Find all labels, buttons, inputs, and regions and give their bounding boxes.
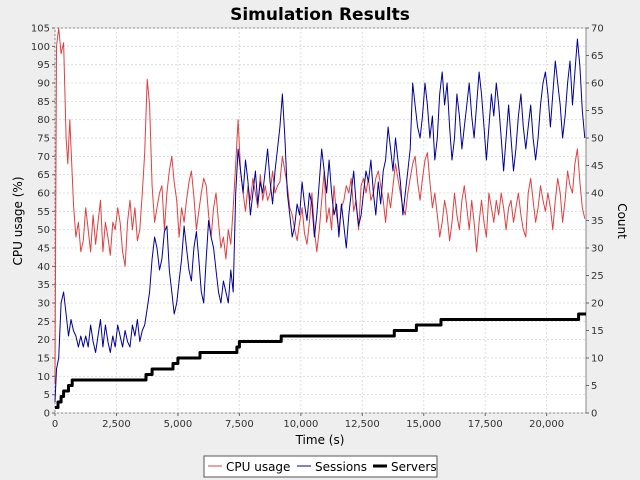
y2-tick-label: 35 xyxy=(591,216,604,227)
y2-axis-label: Count xyxy=(615,203,629,239)
series-layer xyxy=(54,27,586,409)
chart-title: Simulation Results xyxy=(230,5,410,25)
y-tick-label: 85 xyxy=(37,97,50,108)
y-tick-label: 10 xyxy=(37,372,50,383)
y-tick-label: 0 xyxy=(44,409,50,420)
y2-tick-label: 70 xyxy=(591,24,604,35)
series-line-sessions xyxy=(54,38,586,403)
y2-tick-label: 40 xyxy=(591,189,604,200)
x-tick-label: 5,000 xyxy=(164,419,193,430)
x-tick-label: 10,000 xyxy=(283,419,318,430)
y-tick-label: 15 xyxy=(37,354,50,365)
series-line-cpu-usage xyxy=(54,27,586,384)
x-tick-label: 12,500 xyxy=(345,419,380,430)
x-tick-label: 17,500 xyxy=(468,419,503,430)
y-tick-label: 90 xyxy=(37,79,50,90)
y-axis-label: CPU usage (%) xyxy=(11,176,25,265)
y-tick-label: 100 xyxy=(31,42,50,53)
y2-tick-label: 5 xyxy=(591,381,597,392)
x-tick-label: 15,000 xyxy=(406,419,441,430)
y-tick-label: 20 xyxy=(37,335,50,346)
y2-tick-label: 55 xyxy=(591,106,604,117)
legend: CPU usage Sessions Servers xyxy=(203,455,438,478)
x-axis-label: Time (s) xyxy=(295,433,345,447)
y2-tick-label: 65 xyxy=(591,51,604,62)
y-axis-right: 0 5 10 15 20 25 30 35 40 45 50 55 60 65 70 xyxy=(586,24,604,420)
legend-label-sessions: Sessions xyxy=(315,460,367,474)
y-tick-label: 35 xyxy=(37,280,50,291)
y-tick-label: 65 xyxy=(37,170,50,181)
y-tick-label: 50 xyxy=(37,225,50,236)
x-tick-label: 7,500 xyxy=(225,419,254,430)
y-tick-label: 45 xyxy=(37,244,50,255)
x-axis: 0 2,500 5,000 7,500 10,000 12,500 15,000 17,500… xyxy=(52,413,564,430)
y-tick-label: 40 xyxy=(37,262,50,273)
y2-tick-label: 45 xyxy=(591,161,604,172)
y2-tick-label: 60 xyxy=(591,79,604,90)
y2-tick-label: 20 xyxy=(591,299,604,310)
y2-tick-label: 0 xyxy=(591,409,597,420)
y2-tick-label: 10 xyxy=(591,354,604,365)
y-tick-label: 70 xyxy=(37,152,50,163)
x-tick-label: 20,000 xyxy=(529,419,564,430)
legend-box xyxy=(203,455,438,478)
series-line-servers xyxy=(55,312,586,409)
y-tick-label: 25 xyxy=(37,317,50,328)
y-tick-label: 30 xyxy=(37,299,50,310)
x-tick-label: 0 xyxy=(52,419,58,430)
y-tick-label: 75 xyxy=(37,134,50,145)
y-tick-label: 80 xyxy=(37,115,50,126)
y-tick-label: 60 xyxy=(37,189,50,200)
y2-tick-label: 30 xyxy=(591,244,604,255)
legend-label-servers: Servers xyxy=(391,460,437,474)
y2-tick-label: 25 xyxy=(591,271,604,282)
y-axis-left: 0 5 10 15 20 25 30 35 40 45 50 55 60 65 70 75 80 85 90 95 10… xyxy=(31,24,55,420)
y-tick-label: 105 xyxy=(31,24,50,35)
y-tick-label: 55 xyxy=(37,207,50,218)
legend-label-cpu-usage: CPU usage xyxy=(226,460,290,474)
x-tick-label: 2,500 xyxy=(102,419,131,430)
y2-tick-label: 15 xyxy=(591,326,604,337)
y-tick-label: 95 xyxy=(37,60,50,71)
y-tick-label: 5 xyxy=(44,390,50,401)
y2-tick-label: 50 xyxy=(591,134,604,145)
